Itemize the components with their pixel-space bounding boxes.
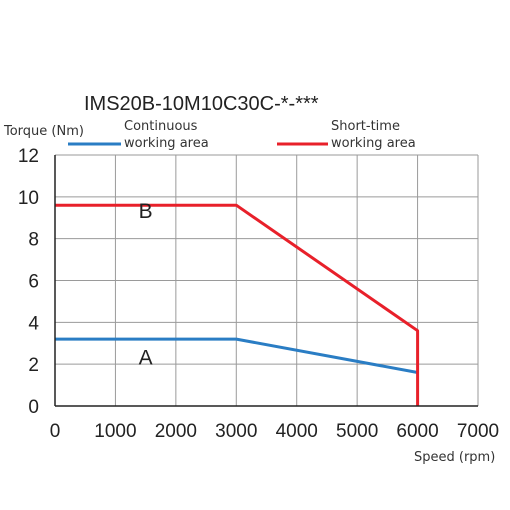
x-tick-label: 1000 (94, 421, 136, 442)
axes: 0 2 4 6 8 10 12 0 1000 2000 3000 4000 5000 6000 7000 (18, 146, 499, 442)
y-tick-label: 6 (28, 272, 39, 293)
legend-label-short-time-line2: working area (331, 136, 416, 151)
y-tick-label: 0 (28, 397, 39, 418)
x-tick-label: 0 (50, 421, 61, 442)
series-lines (55, 203, 420, 406)
y-tick-label: 4 (28, 313, 39, 334)
y-tick-label: 2 (28, 355, 39, 376)
y-axis-label: Torque (Nm) (3, 124, 84, 139)
series-line-1 (55, 203, 420, 406)
legend-label-continuous-line2: working area (124, 136, 209, 151)
x-tick-label: 6000 (396, 421, 438, 442)
y-tick-label: 12 (18, 146, 39, 167)
x-tick-label: 7000 (457, 421, 499, 442)
chart-title: IMS20B-10M10C30C-*-*** (84, 93, 319, 115)
grid (55, 154, 479, 406)
series-annotation-1: B (139, 200, 153, 223)
legend: Continuous working area Short-time worki… (68, 119, 416, 151)
series-line-0 (55, 337, 418, 374)
y-tick-label: 8 (28, 230, 39, 251)
x-tick-label: 5000 (336, 421, 378, 442)
x-tick-label: 3000 (215, 421, 257, 442)
x-tick-label: 4000 (276, 421, 318, 442)
y-tick-label: 10 (18, 188, 39, 209)
legend-label-continuous-line1: Continuous (124, 119, 198, 134)
x-axis-label: Speed (rpm) (414, 450, 495, 465)
annotations: AB (139, 200, 153, 369)
legend-label-short-time-line1: Short-time (331, 119, 400, 134)
x-tick-label: 2000 (155, 421, 197, 442)
series-annotation-0: A (139, 347, 153, 370)
